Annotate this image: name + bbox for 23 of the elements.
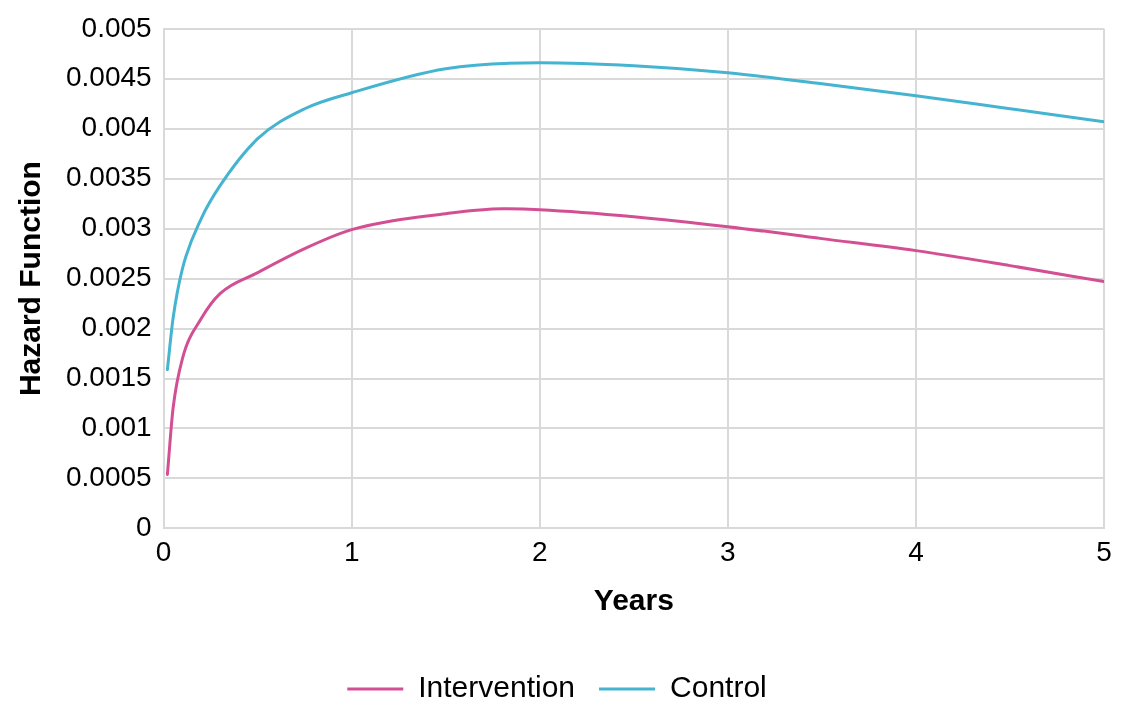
x-tick-label: 0 — [155, 535, 172, 567]
x-tick-label: 5 — [1096, 535, 1112, 567]
y-axis-title: Hazard Function — [13, 161, 47, 397]
x-tick-label: 4 — [908, 535, 924, 567]
y-tick-label: 0.002 — [81, 311, 152, 343]
y-tick-label: 0.003 — [81, 211, 152, 243]
y-tick-label: 0.0025 — [66, 261, 152, 293]
legend-label: Control — [670, 670, 767, 704]
y-tick-label: 0.0035 — [66, 161, 152, 193]
y-tick-label: 0.005 — [81, 11, 152, 43]
legend-label: Intervention — [418, 670, 576, 704]
y-tick-label: 0.001 — [81, 411, 152, 443]
y-tick-label: 0.0015 — [66, 361, 152, 393]
y-tick-label: 0.004 — [81, 111, 152, 143]
x-tick-label: 1 — [343, 535, 360, 567]
line-series — [165, 207, 1104, 476]
y-tick-label: 0.0005 — [66, 461, 152, 493]
line-series — [165, 61, 1104, 372]
y-tick-label: 0.0045 — [66, 61, 152, 93]
x-tick-label: 3 — [720, 535, 736, 567]
x-axis-title: Years — [593, 583, 674, 617]
x-tick-label: 2 — [532, 535, 548, 567]
y-tick-label: 0 — [136, 511, 152, 543]
